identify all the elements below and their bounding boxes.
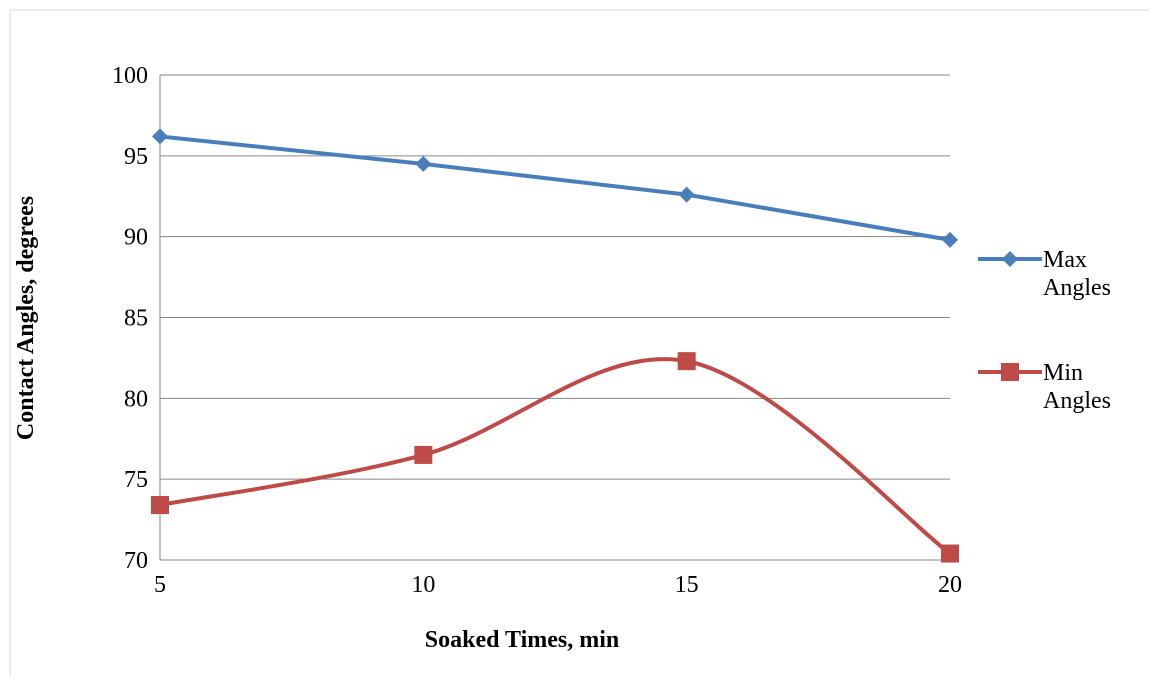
axes — [159, 75, 950, 561]
data-point-min-angles-x10 — [414, 445, 433, 464]
y-axis-title: Contact Angles, degrees — [13, 196, 39, 440]
legend-label-max-angles: Max Angles — [1043, 247, 1111, 301]
legend-label-min-angles: Min Angles — [1043, 360, 1111, 414]
x-tick-label-15: 15 — [675, 572, 699, 598]
y-tick-label-80: 80 — [124, 386, 148, 412]
gridlines — [160, 74, 950, 480]
data-point-min-angles-x20 — [941, 544, 959, 563]
series-line-max-angles — [158, 134, 952, 242]
data-point-min-angles-x15 — [677, 352, 696, 371]
x-tick-label-10: 10 — [411, 572, 435, 598]
y-tick-label-100: 100 — [112, 63, 148, 89]
x-axis-title: Soaked Times, min — [425, 627, 620, 653]
y-tick-labels: 70 75 80 85 90 95 100 — [112, 63, 148, 574]
x-tick-label-20: 20 — [938, 572, 962, 598]
y-tick-label-85: 85 — [124, 306, 148, 332]
data-point-min-angles-x5 — [151, 496, 169, 515]
legend-item-min-angles: Min Angles — [978, 360, 1111, 414]
legend-marker-min-angles — [1001, 363, 1019, 381]
x-tick-label-5: 5 — [154, 572, 166, 598]
data-point-max-angles-x10 — [415, 155, 432, 172]
data-point-max-angles-x15 — [678, 186, 695, 203]
data-point-max-angles-x20 — [942, 231, 958, 248]
x-tick-labels: 5 10 15 20 — [154, 572, 962, 598]
legend-marker-max-angles — [1002, 251, 1018, 267]
series-line-min-angles — [158, 357, 952, 556]
series-layer — [151, 128, 959, 563]
y-tick-label-75: 75 — [124, 467, 148, 493]
series-min-angles — [151, 352, 959, 563]
series-max-angles — [152, 128, 958, 248]
legend-item-max-angles: Max Angles — [978, 247, 1111, 301]
y-tick-label-90: 90 — [124, 225, 148, 251]
data-point-max-angles-x5 — [152, 128, 168, 145]
y-tick-label-95: 95 — [124, 144, 148, 170]
legend: Max Angles Min Angles — [978, 247, 1111, 414]
y-tick-label-70: 70 — [124, 548, 148, 574]
